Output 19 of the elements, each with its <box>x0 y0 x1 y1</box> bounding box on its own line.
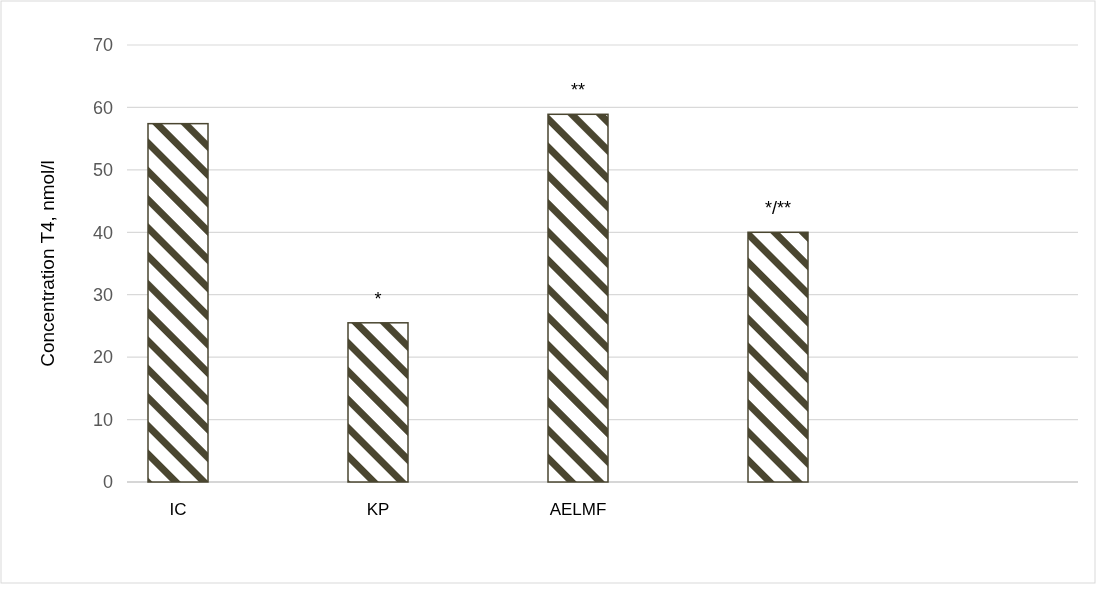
y-axis-title: Concentration T4, nmol/l <box>37 160 58 367</box>
bar <box>347 322 409 483</box>
x-tick-label: AELMF <box>549 500 607 519</box>
y-tick-label: 20 <box>92 347 113 368</box>
x-tick-label: KP <box>366 500 390 519</box>
y-tick-label: 70 <box>92 35 113 56</box>
y-tick-label: 30 <box>92 285 113 306</box>
y-tick-label: 10 <box>92 409 113 430</box>
data-label: ** <box>570 80 586 101</box>
bar <box>547 113 609 483</box>
bar <box>747 231 809 483</box>
y-tick-label: 0 <box>102 472 113 493</box>
y-tick-label: 60 <box>92 97 113 118</box>
y-tick-label: 50 <box>92 160 113 181</box>
y-tick-label: 40 <box>92 222 113 243</box>
bar <box>147 122 209 483</box>
data-label: * <box>374 288 382 309</box>
x-tick-label: IC <box>169 500 187 519</box>
data-label: */** <box>764 198 792 219</box>
